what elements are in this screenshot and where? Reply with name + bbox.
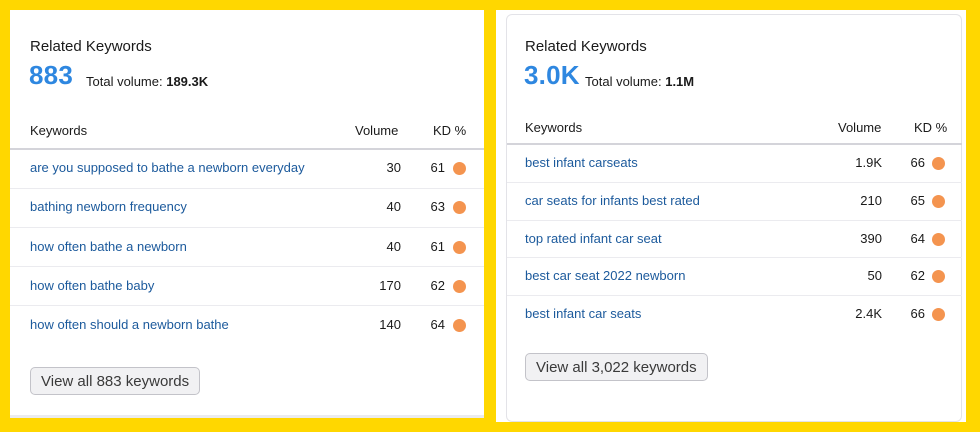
total-volume: Total volume: 189.3K — [86, 74, 208, 89]
volume-value: 40 — [386, 199, 401, 215]
kd-value: 66 — [910, 306, 925, 321]
row-divider — [507, 295, 962, 297]
keyword-link[interactable]: how often bathe baby — [30, 277, 155, 293]
volume-value: 40 — [386, 238, 401, 254]
related-keywords-card-left: Related Keywords 883 Total volume: 189.3… — [10, 10, 484, 418]
view-all-keywords-button[interactable]: View all 3,022 keywords — [525, 353, 708, 381]
volume-value: 50 — [867, 268, 882, 284]
keyword-link[interactable]: how often should a newborn bathe — [30, 317, 229, 332]
row-divider — [507, 257, 962, 259]
volume-value: 210 — [860, 192, 882, 208]
header-divider — [507, 143, 962, 145]
kd-difficulty-dot-icon — [932, 270, 945, 284]
card-bottom-edge — [10, 415, 484, 418]
row-divider — [10, 226, 484, 228]
total-keywords-count: 3.0K — [524, 60, 580, 90]
column-header-volume: Volume — [355, 123, 399, 138]
row-divider — [10, 187, 484, 189]
kd-difficulty-dot-icon — [453, 240, 466, 254]
keyword-link[interactable]: best infant carseats — [525, 155, 638, 170]
keyword-link[interactable]: how often bathe a newborn — [30, 238, 187, 254]
column-header-kd: KD % — [433, 123, 467, 138]
total-keywords-count: 883 — [29, 60, 73, 90]
total-volume-value: 1.1M — [665, 74, 695, 89]
card-title: Related Keywords — [525, 38, 647, 55]
view-all-keywords-button[interactable]: View all 883 keywords — [30, 367, 201, 395]
kd-value: 64 — [910, 230, 925, 246]
keyword-link[interactable]: best infant car seats — [525, 306, 642, 321]
volume-value: 170 — [379, 277, 401, 293]
kd-difficulty-dot-icon — [932, 232, 945, 246]
kd-value: 61 — [430, 238, 445, 254]
kd-value: 62 — [430, 277, 445, 293]
total-volume: Total volume: 1.1M — [585, 74, 694, 89]
kd-value: 65 — [910, 192, 925, 208]
kd-difficulty-dot-icon — [453, 162, 466, 175]
volume-value: 390 — [860, 230, 882, 246]
keyword-link[interactable]: bathing newborn frequency — [30, 199, 187, 215]
volume-value: 2.4K — [855, 306, 882, 321]
kd-difficulty-dot-icon — [932, 308, 945, 321]
card-title: Related Keywords — [30, 38, 152, 55]
volume-value: 30 — [386, 160, 401, 175]
row-divider — [10, 266, 484, 268]
row-divider — [10, 305, 484, 307]
row-divider — [507, 181, 962, 183]
total-volume-label: Total volume: — [86, 74, 163, 89]
kd-value: 61 — [430, 160, 445, 175]
header-divider — [10, 148, 484, 150]
keyword-link[interactable]: car seats for infants best rated — [525, 192, 700, 208]
kd-difficulty-dot-icon — [453, 319, 466, 332]
total-volume-value: 189.3K — [166, 74, 209, 89]
kd-difficulty-dot-icon — [453, 201, 466, 215]
volume-value: 1.9K — [855, 155, 882, 170]
total-volume-label: Total volume: — [585, 74, 662, 89]
column-header-kd: KD % — [914, 120, 948, 135]
column-header-volume: Volume — [838, 120, 882, 135]
keyword-link[interactable]: top rated infant car seat — [525, 230, 662, 246]
kd-value: 66 — [910, 155, 925, 170]
row-divider — [507, 219, 962, 221]
keyword-link[interactable]: are you supposed to bathe a newborn ever… — [30, 160, 305, 175]
card-border — [506, 14, 962, 422]
kd-difficulty-dot-icon — [932, 194, 945, 208]
kd-value: 64 — [430, 317, 445, 332]
kd-difficulty-dot-icon — [932, 157, 945, 170]
volume-value: 140 — [379, 317, 401, 332]
column-header-keywords: Keywords — [30, 123, 88, 138]
related-keywords-card-right: Related Keywords 3.0K Total volume: 1.1M… — [496, 10, 966, 422]
kd-difficulty-dot-icon — [453, 279, 466, 293]
column-header-keywords: Keywords — [525, 120, 583, 135]
kd-value: 63 — [430, 199, 445, 215]
kd-value: 62 — [910, 268, 925, 284]
keyword-link[interactable]: best car seat 2022 newborn — [525, 268, 686, 284]
